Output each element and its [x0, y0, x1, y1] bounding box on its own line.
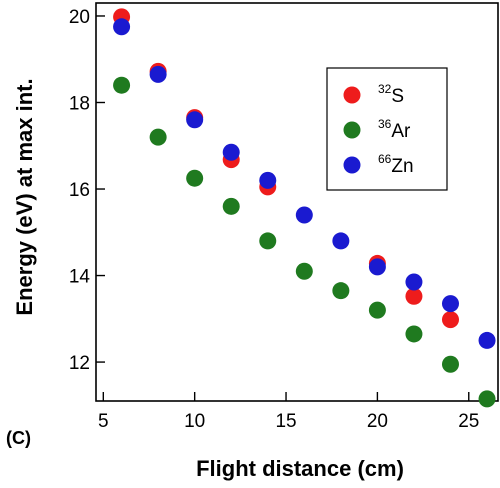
series-ar — [113, 76, 496, 408]
data-point-zn — [368, 258, 386, 276]
legend-marker-ar — [343, 121, 361, 139]
legend-element: Ar — [391, 121, 411, 142]
data-point-zn — [113, 18, 131, 36]
x-tick-label: 20 — [367, 411, 388, 432]
data-point-s — [405, 287, 423, 305]
data-point-ar — [332, 282, 350, 300]
y-axis-title: Energy (eV) at max int. — [12, 78, 37, 315]
panel-label: (C) — [6, 428, 31, 448]
legend-element: S — [391, 86, 404, 107]
y-tick-label: 18 — [69, 94, 90, 115]
series-zn — [113, 18, 496, 349]
data-point-ar — [368, 301, 386, 319]
y-tick-label: 16 — [69, 180, 90, 201]
data-point-s — [441, 311, 459, 329]
y-tick-label: 12 — [69, 353, 90, 374]
y-tick-label: 14 — [69, 267, 91, 288]
x-tick-label: 15 — [275, 411, 296, 432]
data-point-zn — [405, 273, 423, 291]
legend-element: Zn — [391, 156, 413, 177]
legend: 32S 36Ar 66Zn — [326, 67, 448, 191]
data-point-zn — [332, 232, 350, 250]
data-point-zn — [295, 206, 313, 224]
data-point-ar — [186, 169, 204, 187]
data-points — [113, 8, 496, 408]
x-axis-title: Flight distance (cm) — [196, 456, 404, 481]
x-tick-label: 5 — [98, 411, 109, 432]
legend-mass-number: 32 — [378, 82, 392, 96]
data-point-ar — [113, 76, 131, 94]
axis-ticks: 5 10 15 20 25 12 14 16 18 20 — [69, 7, 479, 432]
data-point-ar — [441, 355, 459, 373]
data-point-ar — [478, 390, 496, 408]
data-point-zn — [441, 295, 459, 313]
plot-frame — [95, 2, 499, 402]
data-point-ar — [405, 325, 423, 343]
legend-label-s: 32S — [378, 82, 404, 107]
legend-mass-number: 36 — [378, 117, 392, 131]
data-point-ar — [149, 128, 167, 146]
legend-marker-s — [343, 86, 361, 104]
x-tick-label: 25 — [458, 411, 479, 432]
legend-label-zn: 66Zn — [378, 152, 414, 177]
x-tick-label: 10 — [184, 411, 205, 432]
data-point-zn — [259, 171, 277, 189]
data-point-ar — [259, 232, 277, 250]
y-tick-label: 20 — [69, 7, 90, 28]
data-point-ar — [295, 262, 313, 280]
data-point-zn — [478, 331, 496, 349]
legend-label-ar: 36Ar — [378, 117, 411, 142]
legend-marker-zn — [343, 156, 361, 174]
legend-mass-number: 66 — [378, 152, 392, 166]
data-point-ar — [222, 197, 240, 215]
data-point-zn — [186, 111, 204, 129]
data-point-zn — [222, 143, 240, 161]
data-point-zn — [149, 65, 167, 83]
